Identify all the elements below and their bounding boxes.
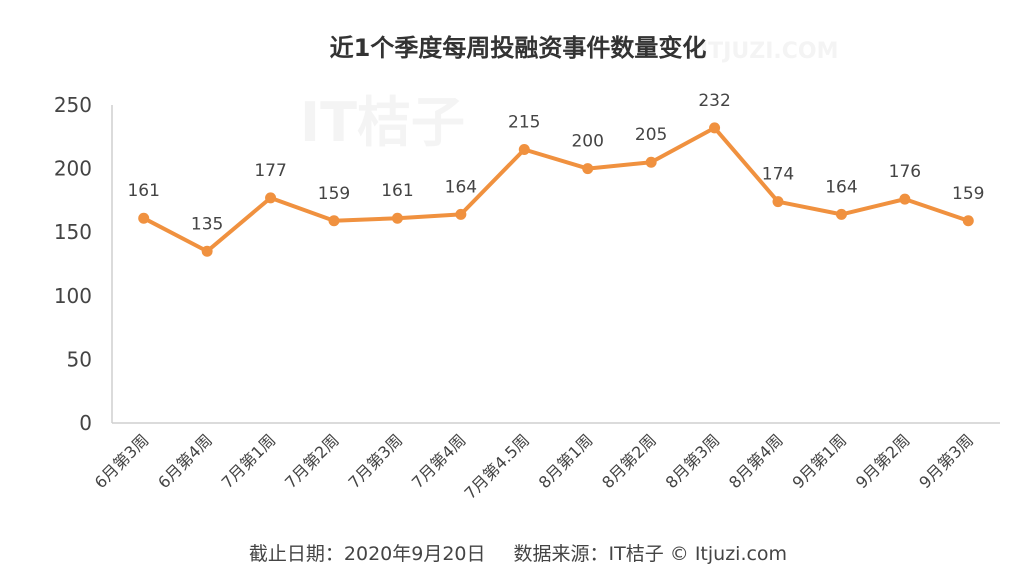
y-tick-label: 50 <box>67 347 92 371</box>
x-tick-label: 7月第1周 <box>218 430 280 492</box>
data-point <box>455 208 467 220</box>
data-label: 215 <box>508 113 540 133</box>
x-tick-label: 9月第2周 <box>852 430 914 492</box>
data-label: 164 <box>825 177 857 197</box>
footer: 截止日期：2020年9月20日 数据来源：IT桔子 © Itjuzi.com <box>0 539 1036 566</box>
watermark: IT桔子 <box>300 78 465 157</box>
data-labels: 161 135 177 159 161 164 215 200 205 232 174 164 176 1… <box>127 91 984 234</box>
data-point <box>772 196 784 208</box>
x-tick-label: 7月第3周 <box>344 430 406 492</box>
y-tick-label: 250 <box>54 93 92 117</box>
y-axis-ticks: 0 50 100 150 200 250 <box>54 93 92 435</box>
y-tick-label: 100 <box>54 284 92 308</box>
x-tick-label: 7月第4.5周 <box>461 430 534 503</box>
series-group <box>138 122 974 257</box>
data-label: 200 <box>571 132 603 152</box>
data-point <box>265 192 277 204</box>
chart-title: 近1个季度每周投融资事件数量变化 <box>329 34 707 62</box>
footer-source: 数据来源：IT桔子 © Itjuzi.com <box>513 543 788 565</box>
y-tick-label: 150 <box>54 220 92 244</box>
x-tick-label: 9月第1周 <box>788 430 850 492</box>
series-line <box>141 125 971 254</box>
y-tick-label: 200 <box>54 157 92 181</box>
x-tick-label: 7月第4周 <box>408 430 470 492</box>
watermark-secondary: ITJUZI.COM <box>700 8 838 71</box>
watermark-text: IT桔子 <box>300 91 465 154</box>
data-label: 205 <box>635 125 667 145</box>
data-point <box>138 212 150 224</box>
data-point <box>962 215 974 227</box>
x-tick-label: 6月第4周 <box>154 430 216 492</box>
x-tick-label: 8月第4周 <box>725 430 787 492</box>
data-label: 232 <box>698 91 730 111</box>
data-point <box>518 144 530 156</box>
x-tick-label: 8月第2周 <box>598 430 660 492</box>
data-point <box>645 156 657 168</box>
data-label: 176 <box>889 162 921 182</box>
data-point <box>899 193 911 205</box>
data-label: 159 <box>952 184 984 204</box>
data-label: 161 <box>127 181 159 201</box>
x-tick-label: 8月第1周 <box>535 430 597 492</box>
data-label: 159 <box>318 184 350 204</box>
data-label: 135 <box>191 214 223 234</box>
watermark-sub: ITJUZI.COM <box>700 39 839 64</box>
data-point <box>391 212 403 224</box>
axes <box>111 105 1000 424</box>
data-point <box>582 163 594 175</box>
data-label: 177 <box>254 161 286 181</box>
data-label: 164 <box>445 177 477 197</box>
x-tick-label: 8月第3周 <box>662 430 724 492</box>
footer-date: 截止日期：2020年9月20日 <box>248 543 486 565</box>
data-label: 161 <box>381 181 413 201</box>
x-tick-label: 7月第2周 <box>281 430 343 492</box>
data-point <box>835 208 847 220</box>
data-point <box>201 245 213 257</box>
x-tick-label: 9月第3周 <box>915 430 977 492</box>
data-point <box>328 215 340 227</box>
x-tick-label: 6月第3周 <box>91 430 153 492</box>
data-point <box>709 122 721 134</box>
data-label: 174 <box>762 165 794 185</box>
y-tick-label: 0 <box>79 411 92 435</box>
